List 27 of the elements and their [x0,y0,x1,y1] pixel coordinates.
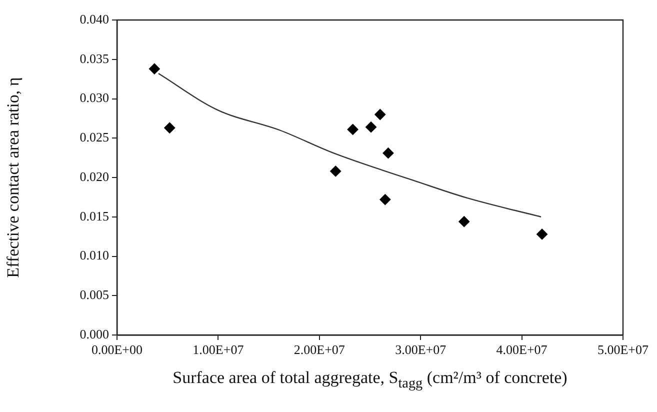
y-tick-label: 0.035 [80,50,109,66]
y-tick-label: 0.005 [80,287,109,302]
y-tick-label: 0.020 [80,168,109,184]
point [347,124,358,135]
point [382,148,394,159]
x-tick-label: 3.00E+07 [395,342,447,358]
y-tick-label: 0.010 [80,248,109,263]
point [458,216,470,228]
y-tick-label: 0.015 [80,208,109,224]
y-tick-label: 0.000 [80,326,109,342]
y-axis-title: Effective contact area ratio, η [4,77,23,278]
point [366,122,377,133]
x-tick-label: 5.00E+07 [597,342,650,358]
point [536,228,548,240]
x-tick-label: 4.00E+07 [496,342,548,358]
x-tick-label: 2.00E+07 [294,342,346,358]
point [148,63,160,74]
point [374,109,386,120]
x-axis-title: Surface area of total aggregate, S$_{tagg}$ (cm²/m³ of concrete) [172,368,568,392]
point [330,166,342,177]
x-tick-label: 1.00E+07 [192,342,244,358]
point [164,122,176,134]
y-tick-label: 0.030 [80,90,109,106]
y-tick-label: 0.040 [80,11,109,26]
x-tick-label: 0.00E+00 [91,342,143,358]
point [380,194,391,206]
y-tick-label: 0.025 [80,130,109,145]
